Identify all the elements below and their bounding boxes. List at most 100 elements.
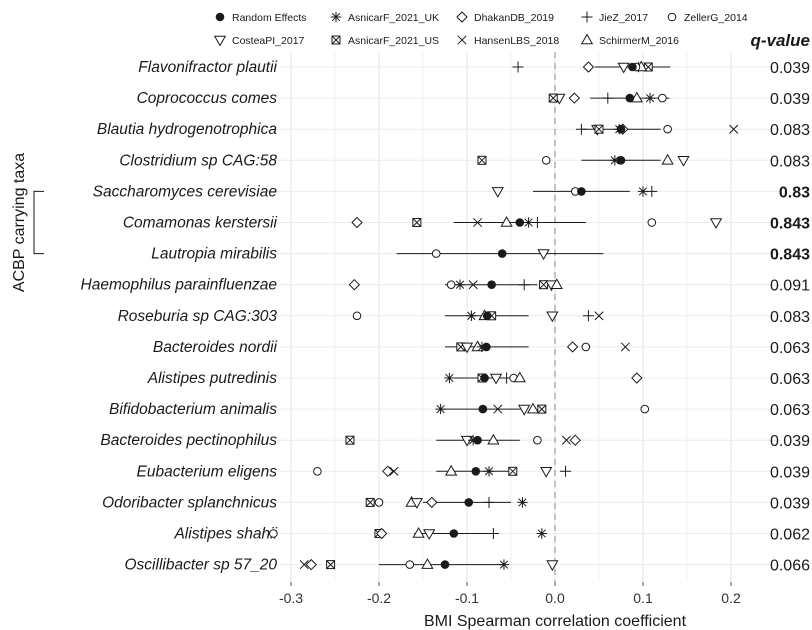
study-point-plus [646,185,658,197]
q-value: 0.063 [770,371,810,388]
taxon-label: Comamonas kerstersii [123,215,278,232]
study-point-triangle-up [550,278,563,289]
forest-row: Bacteroides pectinophilus 0.039 [100,432,810,450]
study-point-circle [647,218,657,227]
q-value: 0.843 [770,216,810,233]
forest-row: Lautropia mirabilis 0.843 [151,246,810,264]
q-value: 0.062 [770,527,810,544]
study-point-circle [581,342,591,352]
study-point-asterisk [444,372,455,384]
legend-marker-triangle-down [213,35,227,47]
random-effects-point [482,342,491,352]
study-point-cross [493,404,503,414]
study-point-triangle-down [518,404,531,416]
q-value: 0.843 [770,247,810,264]
random-effects-point [473,435,482,445]
y-axis-label-group: ACBP carrying taxa [11,153,44,292]
legend-marker-cross [457,35,467,45]
x-tick-label: -0.2 [367,590,391,606]
random-effects-point [616,124,626,134]
study-point-crossed-square [537,404,547,414]
study-point-asterisk [517,497,528,508]
study-point-plus [531,217,543,228]
random-effects-point [497,249,507,258]
study-point-crossed-square [326,560,336,570]
study-point-diamond [569,434,581,446]
legend-marker-triangle-up [580,33,594,45]
study-point-circle [313,467,322,476]
forest-row: Flavonifractor plautii 0.039 [138,59,810,77]
forest-row: Bifidobacterium animalis 0.063 [109,401,810,419]
study-point-circle [541,156,551,165]
study-point-cross [594,311,604,321]
taxon-label: Alistipes shahii [173,526,277,543]
study-point-triangle-up [500,215,513,227]
study-point-asterisk [637,186,649,197]
study-point-asterisk [523,217,534,228]
legend-label: ZellerG_2014 [684,12,748,24]
study-point-triangle-down [410,498,424,509]
legend-label: AsnicarF_2021_UK [348,12,439,24]
study-point-asterisk [435,403,446,415]
taxon-label: Oscillibacter sp 57_20 [125,557,278,574]
study-point-asterisk [609,155,621,166]
legend-marker-asterisk [330,11,342,23]
study-point-triangle-down [460,342,474,354]
study-point-cross [620,342,630,352]
random-effects-point [616,156,626,165]
taxon-label: Bacteroides pectinophilus [100,432,277,449]
study-point-circle [446,280,456,290]
q-value: 0.083 [770,122,810,139]
study-point-triangle-up [661,153,674,165]
study-point-asterisk [483,466,495,477]
taxon-label: Lautropia mirabilis [151,246,277,263]
study-point-crossed-square [412,218,422,227]
study-point-triangle-down [546,560,559,572]
study-point-diamond [631,372,643,384]
random-effects-point [487,280,496,290]
study-point-circle [663,124,672,134]
study-point-crossed-square [548,93,558,103]
study-point-diamond [305,558,317,571]
legend-marker-filled-circle [215,12,225,22]
forest-row: Roseburia sp CAG:303 0.083 [118,308,810,326]
study-point-triangle-down [540,467,553,478]
study-point-crossed-square [365,497,375,507]
legend-label: SchirmerM_2016 [599,35,679,47]
q-value: 0.039 [770,91,810,108]
taxon-label: Alistipes putredinis [147,370,277,387]
study-point-triangle-down [617,62,630,74]
study-point-cross [561,435,571,445]
q-value: 0.039 [770,433,810,450]
study-point-triangle-up [412,526,425,538]
taxon-label: Bifidobacterium animalis [109,401,277,418]
study-point-triangle-up [487,433,500,445]
study-point-crossed-square [539,280,549,290]
forest-row: Blautia hydrogenotrophica 0.083 [97,121,810,139]
random-effects-point [440,560,450,569]
x-tick-label: 0.0 [545,590,565,606]
study-point-triangle-down [546,311,559,323]
legend-marker-crossed-square [331,35,341,45]
forest-row: Coprococcus comes 0.039 [137,90,811,108]
study-point-asterisk [498,559,510,570]
study-point-plus [518,279,530,291]
x-tick-label: 0.2 [721,590,741,606]
study-point-asterisk [644,92,656,104]
study-point-diamond [568,92,581,104]
x-tick-label: 0.1 [633,590,653,606]
forest-row: Bacteroides nordii 0.063 [153,339,810,357]
q-value: 0.039 [770,60,810,77]
study-point-triangle-down [460,435,474,447]
study-point-triangle-up [630,91,644,103]
taxon-label: Flavonifractor plautii [138,59,277,76]
forest-row: Odoribacter splanchnicus 0.039 [102,494,810,512]
legend-label: HansenLBS_2018 [474,35,559,47]
q-value: 0.066 [770,558,810,575]
random-effects-point [628,62,637,72]
study-point-triangle-up [513,371,526,383]
study-point-diamond [348,278,361,291]
forest-row: Eubacterium eligens 0.039 [137,463,811,481]
taxon-label: Odoribacter splanchnicus [102,494,277,511]
